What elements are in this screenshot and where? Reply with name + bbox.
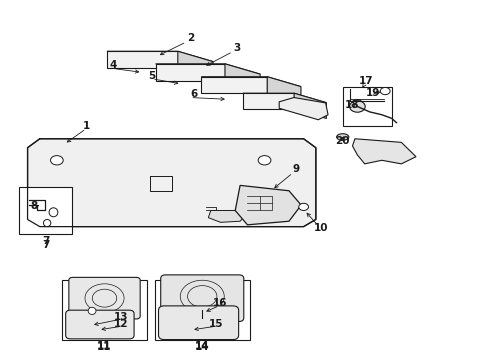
FancyBboxPatch shape — [159, 306, 239, 339]
Text: 5: 5 — [148, 71, 156, 81]
Circle shape — [349, 101, 365, 112]
Ellipse shape — [337, 134, 349, 140]
Polygon shape — [156, 64, 225, 81]
Text: 15: 15 — [208, 319, 223, 329]
Polygon shape — [107, 51, 213, 62]
Polygon shape — [235, 185, 301, 225]
Polygon shape — [156, 64, 260, 74]
Polygon shape — [352, 139, 416, 164]
Text: 12: 12 — [114, 319, 129, 329]
FancyBboxPatch shape — [69, 277, 140, 319]
FancyBboxPatch shape — [161, 275, 244, 321]
Text: 14: 14 — [195, 342, 209, 352]
Polygon shape — [279, 98, 328, 120]
Polygon shape — [267, 77, 301, 103]
Bar — [19, 187, 72, 234]
Text: 20: 20 — [336, 136, 350, 146]
Circle shape — [50, 201, 63, 210]
Text: 10: 10 — [314, 224, 328, 233]
Polygon shape — [243, 93, 294, 109]
Bar — [155, 280, 250, 339]
Text: 11: 11 — [97, 341, 112, 351]
Polygon shape — [178, 51, 213, 79]
Ellipse shape — [88, 307, 96, 315]
Polygon shape — [208, 211, 245, 222]
Text: 19: 19 — [366, 88, 380, 98]
Text: 14: 14 — [195, 341, 209, 351]
Circle shape — [50, 156, 63, 165]
Ellipse shape — [205, 307, 214, 314]
Ellipse shape — [44, 220, 51, 226]
Text: 11: 11 — [97, 342, 112, 352]
Text: 4: 4 — [109, 60, 117, 70]
Ellipse shape — [49, 208, 58, 217]
Polygon shape — [201, 77, 267, 93]
Text: 6: 6 — [190, 89, 197, 99]
Circle shape — [299, 203, 309, 211]
Polygon shape — [225, 64, 260, 91]
Text: 17: 17 — [359, 76, 373, 86]
Text: 9: 9 — [293, 164, 300, 174]
FancyBboxPatch shape — [66, 310, 134, 339]
Circle shape — [258, 156, 271, 165]
Text: 18: 18 — [345, 100, 360, 110]
Polygon shape — [294, 93, 326, 118]
Polygon shape — [201, 77, 301, 87]
Polygon shape — [107, 51, 178, 68]
Text: 13: 13 — [114, 312, 129, 322]
Polygon shape — [243, 93, 326, 103]
Circle shape — [239, 201, 251, 210]
Bar — [343, 87, 392, 126]
Text: 8: 8 — [30, 201, 38, 211]
Text: 7: 7 — [42, 236, 49, 246]
Bar — [62, 280, 147, 339]
Text: 3: 3 — [233, 43, 240, 53]
Polygon shape — [27, 139, 316, 226]
Text: 2: 2 — [187, 33, 194, 43]
Text: 16: 16 — [212, 298, 227, 308]
Circle shape — [380, 87, 390, 95]
Text: 1: 1 — [83, 121, 90, 131]
Text: 7: 7 — [42, 240, 49, 250]
Ellipse shape — [353, 100, 362, 105]
